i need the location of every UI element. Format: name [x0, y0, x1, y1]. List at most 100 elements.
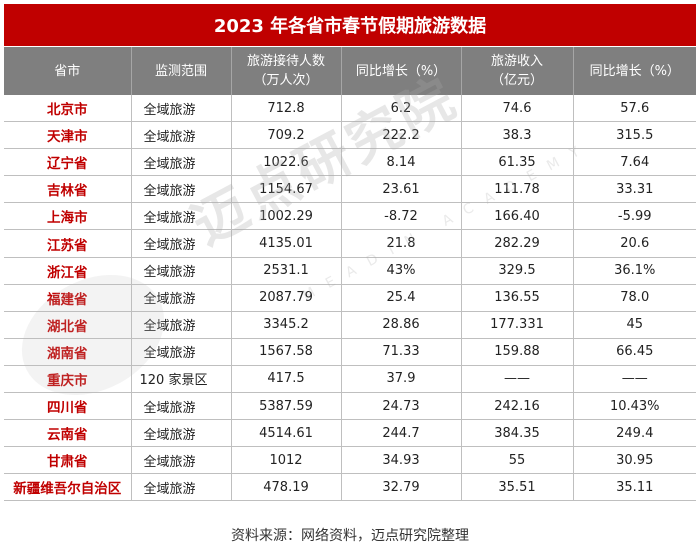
- column-header: 同比增长（%）: [573, 47, 696, 95]
- value-cell: 249.4: [573, 419, 696, 448]
- value-cell: 37.9: [341, 365, 462, 394]
- value-cell: 315.5: [573, 121, 696, 150]
- value-cell: 417.5: [231, 365, 342, 394]
- province-cell: 四川省: [4, 392, 132, 421]
- province-cell: 上海市: [4, 202, 132, 231]
- province-cell: 湖南省: [4, 338, 132, 366]
- value-cell: 1567.58: [231, 338, 342, 366]
- table-row: 天津市 全域旅游 709.2 222.2 38.3 315.5: [4, 121, 696, 150]
- column-header: 旅游接待人数 （万人次）: [231, 47, 342, 95]
- table-title: 2023 年各省市春节假期旅游数据: [4, 4, 696, 46]
- scope-cell: 全域旅游: [131, 311, 232, 339]
- value-cell: 478.19: [231, 473, 342, 502]
- value-cell: 38.3: [461, 121, 574, 150]
- value-cell: 384.35: [461, 419, 574, 448]
- value-cell: 2531.1: [231, 257, 342, 285]
- scope-cell: 全域旅游: [131, 121, 232, 150]
- value-cell: 7.64: [573, 148, 696, 177]
- value-cell: 20.6: [573, 229, 696, 258]
- column-header: 省市: [4, 47, 132, 95]
- value-cell: 329.5: [461, 257, 574, 285]
- value-cell: 30.95: [573, 446, 696, 475]
- scope-cell: 全域旅游: [131, 229, 232, 258]
- value-cell: 222.2: [341, 121, 462, 150]
- value-cell: -8.72: [341, 202, 462, 231]
- value-cell: 21.8: [341, 229, 462, 258]
- table-row: 吉林省 全域旅游 1154.67 23.61 111.78 33.31: [4, 175, 696, 204]
- value-cell: 32.79: [341, 473, 462, 502]
- value-cell: ——: [461, 365, 574, 394]
- table-row: 甘肃省 全域旅游 1012 34.93 55 30.95: [4, 446, 696, 475]
- value-cell: -5.99: [573, 202, 696, 231]
- value-cell: 34.93: [341, 446, 462, 475]
- column-header: 监测范围: [131, 47, 232, 95]
- scope-cell: 全域旅游: [131, 419, 232, 448]
- table-row: 湖南省 全域旅游 1567.58 71.33 159.88 66.45: [4, 338, 696, 366]
- scope-cell: 全域旅游: [131, 95, 232, 123]
- tourism-data-table: 省市 监测范围 旅游接待人数 （万人次） 同比增长（%） 旅游收入 （亿元） 同比增长（%） …: [4, 47, 696, 502]
- value-cell: 66.45: [573, 338, 696, 366]
- value-cell: 74.6: [461, 95, 574, 123]
- value-cell: 136.55: [461, 284, 574, 312]
- scope-cell: 全域旅游: [131, 148, 232, 177]
- province-cell: 福建省: [4, 284, 132, 312]
- value-cell: 3345.2: [231, 311, 342, 339]
- table-row: 浙江省 全域旅游 2531.1 43% 329.5 36.1%: [4, 257, 696, 285]
- column-header-label: 监测范围: [154, 63, 207, 79]
- province-cell: 重庆市: [4, 365, 132, 394]
- scope-cell: 全域旅游: [131, 175, 232, 204]
- table-row: 江苏省 全域旅游 4135.01 21.8 282.29 20.6: [4, 229, 696, 258]
- value-cell: 35.11: [573, 473, 696, 502]
- scope-cell: 全域旅游: [131, 257, 232, 285]
- province-cell: 天津市: [4, 121, 132, 150]
- value-cell: 71.33: [341, 338, 462, 366]
- value-cell: 166.40: [461, 202, 574, 231]
- column-header-label: 同比增长（%）: [355, 63, 447, 79]
- value-cell: 36.1%: [573, 257, 696, 285]
- table-body: 北京市 全域旅游 712.8 6.2 74.6 57.6 天津市 全域旅游 709.2 222.2…: [4, 95, 696, 502]
- value-cell: 709.2: [231, 121, 342, 150]
- value-cell: 35.51: [461, 473, 574, 502]
- value-cell: 78.0: [573, 284, 696, 312]
- value-cell: 28.86: [341, 311, 462, 339]
- column-header-label: 省市: [54, 63, 81, 79]
- value-cell: 33.31: [573, 175, 696, 204]
- value-cell: 25.4: [341, 284, 462, 312]
- scope-cell: 全域旅游: [131, 446, 232, 475]
- value-cell: 4135.01: [231, 229, 342, 258]
- table-row: 辽宁省 全域旅游 1022.6 8.14 61.35 7.64: [4, 148, 696, 177]
- province-cell: 云南省: [4, 419, 132, 448]
- value-cell: 4514.61: [231, 419, 342, 448]
- value-cell: 282.29: [461, 229, 574, 258]
- value-cell: 45: [573, 311, 696, 339]
- source-footer: 资料来源：网络资料，迈点研究院整理: [231, 528, 469, 544]
- table-row: 上海市 全域旅游 1002.29 -8.72 166.40 -5.99: [4, 202, 696, 231]
- value-cell: 1002.29: [231, 202, 342, 231]
- value-cell: 159.88: [461, 338, 574, 366]
- value-cell: 111.78: [461, 175, 574, 204]
- value-cell: 10.43%: [573, 392, 696, 421]
- value-cell: 1022.6: [231, 148, 342, 177]
- table-row: 福建省 全域旅游 2087.79 25.4 136.55 78.0: [4, 284, 696, 312]
- value-cell: 6.2: [341, 95, 462, 123]
- scope-cell: 全域旅游: [131, 392, 232, 421]
- column-header-label: 旅游收入: [490, 54, 543, 69]
- column-header-unit: （万人次）: [253, 73, 319, 88]
- scope-cell: 全域旅游: [131, 284, 232, 312]
- scope-cell: 全域旅游: [131, 473, 232, 502]
- column-header-unit: （亿元）: [490, 73, 543, 88]
- value-cell: 24.73: [341, 392, 462, 421]
- value-cell: 43%: [341, 257, 462, 285]
- value-cell: 2087.79: [231, 284, 342, 312]
- table-row: 重庆市 120 家景区 417.5 37.9 —— ——: [4, 365, 696, 394]
- column-header: 同比增长（%）: [341, 47, 462, 95]
- value-cell: 55: [461, 446, 574, 475]
- value-cell: ——: [573, 365, 696, 394]
- value-cell: 23.61: [341, 175, 462, 204]
- province-cell: 新疆维吾尔自治区: [4, 473, 132, 502]
- table-row: 云南省 全域旅游 4514.61 244.7 384.35 249.4: [4, 419, 696, 448]
- province-cell: 湖北省: [4, 311, 132, 339]
- value-cell: 712.8: [231, 95, 342, 123]
- table-row: 湖北省 全域旅游 3345.2 28.86 177.331 45: [4, 311, 696, 339]
- province-cell: 甘肃省: [4, 446, 132, 475]
